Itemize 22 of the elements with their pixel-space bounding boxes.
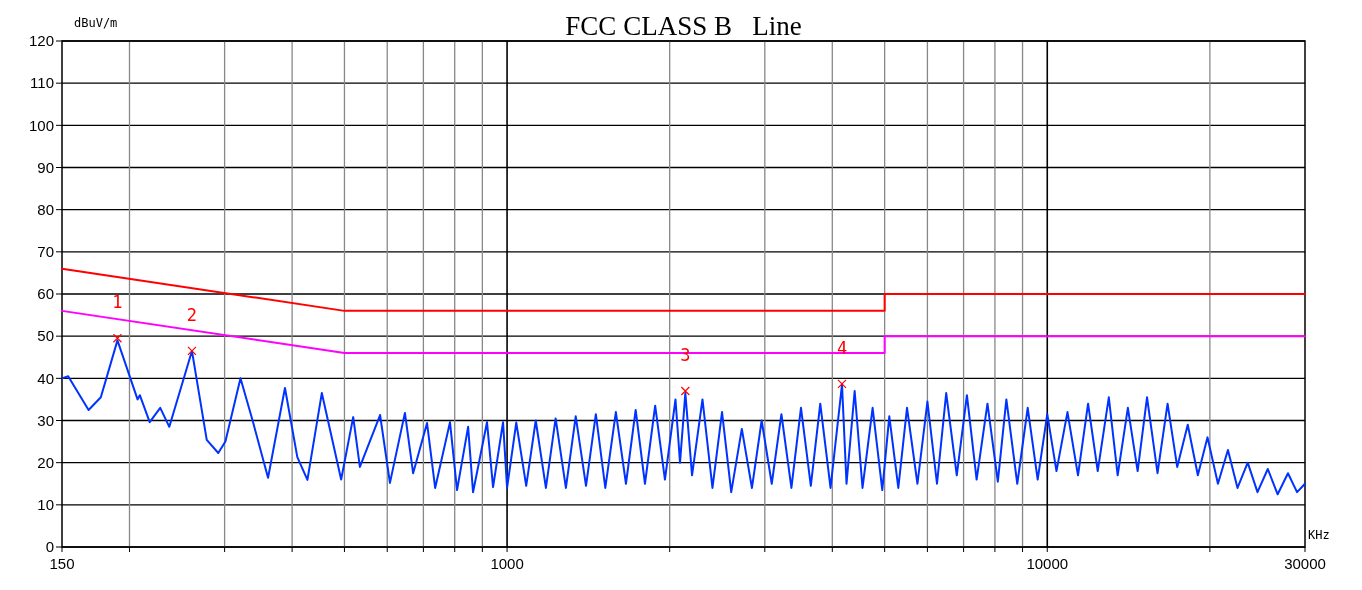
x-tick-label: 10000 — [1026, 555, 1069, 572]
annotation: 1 — [112, 292, 123, 313]
x-tick-label: 1000 — [490, 555, 524, 572]
y-tick-label: 120 — [28, 32, 54, 50]
y-tick-label: 50 — [37, 327, 54, 345]
y-tick-label: 30 — [37, 411, 54, 429]
x-axis-title: KHz — [1308, 528, 1330, 542]
y-tick-label: 90 — [37, 158, 54, 176]
x-tick-label: 30000 — [1284, 555, 1326, 572]
y-tick-label: 70 — [37, 243, 54, 261]
chart-title: FCC CLASS B Line — [565, 11, 802, 41]
y-tick-label: 100 — [28, 116, 54, 134]
y-tick-label: 0 — [45, 538, 54, 556]
y-tick-label: 20 — [37, 453, 54, 471]
annotation: 2 — [186, 304, 198, 325]
y-tick-label: 40 — [37, 369, 54, 387]
y-axis-title: dBuV/m — [74, 16, 118, 30]
y-tick-label: 10 — [37, 496, 54, 514]
y-tick-label: 80 — [37, 200, 54, 218]
x-tick-label: 150 — [49, 555, 75, 572]
y-tick-label: 60 — [37, 285, 54, 303]
y-tick-label: 110 — [30, 74, 54, 92]
